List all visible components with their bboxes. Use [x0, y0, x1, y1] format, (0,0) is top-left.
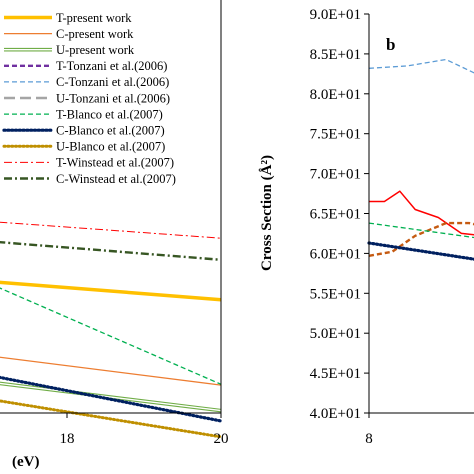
legend-entry-c-winstead-et-al-2007: C-Winstead et al.(2007)	[4, 172, 176, 186]
legend-entry-u-present-work: U-present work	[4, 43, 135, 57]
panel-a-series-t-present-work	[0, 280, 222, 302]
legend-label: U-Blanco et al.(2007)	[56, 140, 165, 154]
legend-entry-t-blanco-et-al-2007: T-Blanco et al.(2007)	[4, 107, 163, 121]
panel-b-y-tick-label: 5.0E+01	[310, 326, 361, 342]
legend-entry-u-blanco-et-al-2007: U-Blanco et al.(2007)	[2, 140, 165, 154]
legend-entry-c-present-work: C-present work	[4, 27, 134, 41]
panel-a-series-u-present-work	[0, 381, 222, 413]
legend-label: T-Tonzani et al.(2006)	[56, 59, 167, 73]
legend-label: C-present work	[56, 27, 134, 41]
panel-a-series-group	[0, 221, 223, 439]
legend-label: U-Tonzani et al.(2006)	[56, 91, 170, 105]
panel-a-series-c-present-work	[0, 356, 222, 386]
panel-b-letter: b	[386, 35, 395, 54]
panel-a-series-t-winstead-et-al-2007	[0, 221, 222, 239]
panel-a-x-tick-label: 20	[214, 431, 229, 447]
panel-b-y-tick-label: 8.0E+01	[310, 87, 361, 103]
panel-a-x-tick-label: 18	[60, 431, 75, 447]
panel-a-series-t-blanco-et-al-2007	[0, 287, 222, 385]
panel-b-series-group	[367, 58, 474, 261]
legend-entry-t-present-work: T-present work	[4, 11, 132, 25]
panel-b-series-c-blanco-et-al-2007	[367, 241, 474, 261]
panel-a-x-ticks: 161820	[60, 413, 229, 447]
legend-label: U-present work	[56, 43, 135, 57]
panel-b-x-ticks: 810	[365, 413, 373, 447]
legend: T-present work C-present work U-present wo…	[2, 11, 176, 186]
panel-b-series-c-tonzani-et-al-2006	[368, 58, 474, 74]
panel-b-x-tick-label: 8	[365, 431, 373, 447]
panel-b-y-axis-label: Cross Section (Å²)	[259, 155, 275, 271]
panel-b-series-t-blanco-et-al-2007	[368, 222, 474, 239]
legend-entry-t-tonzani-et-al-2006: T-Tonzani et al.(2006)	[4, 59, 167, 73]
legend-label: C-Tonzani et al.(2006)	[56, 75, 169, 89]
panel-a-series-u-present-work-inner	[0, 382, 222, 412]
legend-entry-c-tonzani-et-al-2006: C-Tonzani et al.(2006)	[4, 75, 169, 89]
panel-b-y-tick-label: 4.5E+01	[310, 366, 361, 382]
panel-a-x-axis-label: (eV)	[12, 454, 39, 470]
legend-label: T-Blanco et al.(2007)	[56, 107, 163, 121]
legend-label: C-Winstead et al.(2007)	[56, 172, 176, 186]
legend-label: T-present work	[56, 11, 132, 25]
panel-b-y-tick-label: 7.0E+01	[310, 167, 361, 183]
legend-label: T-Winstead et al.(2007)	[56, 156, 174, 170]
panel-b-y-tick-label: 8.5E+01	[310, 47, 361, 63]
panel-b-y-tick-label: 4.0E+01	[310, 406, 361, 422]
panel-b-line-chart: 4.0E+01 4.5E+01 5.0E+01 5.5E+01 6.0E+01 6.5E+…	[259, 7, 474, 447]
legend-entry-t-winstead-et-al-2007: T-Winstead et al.(2007)	[4, 156, 174, 170]
panel-a-series-c-blanco-et-al-2007	[0, 375, 223, 423]
panel-b-series-t-winstead-et-al-2007	[369, 190, 474, 236]
panel-b-series-t-tonzani-et-al-2006	[368, 221, 474, 257]
panel-a-series-u-blanco-et-al-2007	[0, 399, 223, 439]
legend-entry-u-tonzani-et-al-2006: U-Tonzani et al.(2006)	[4, 91, 170, 105]
panel-b-y-tick-label: 9.0E+01	[310, 7, 361, 23]
panel-b-y-tick-label: 6.0E+01	[310, 246, 361, 262]
legend-box	[0, 6, 219, 186]
panel-a-series-c-winstead-et-al-2007	[0, 240, 222, 261]
panel-b-y-tick-label: 6.5E+01	[310, 207, 361, 223]
panel-b-y-tick-label: 5.5E+01	[310, 286, 361, 302]
legend-entry-c-blanco-et-al-2007: C-Blanco et al.(2007)	[2, 124, 165, 138]
panel-b-y-tick-label: 7.5E+01	[310, 127, 361, 143]
panel-b-y-ticks: 4.0E+01 4.5E+01 5.0E+01 5.5E+01 6.0E+01 6.5E+…	[310, 7, 369, 422]
legend-label: C-Blanco et al.(2007)	[56, 124, 165, 138]
